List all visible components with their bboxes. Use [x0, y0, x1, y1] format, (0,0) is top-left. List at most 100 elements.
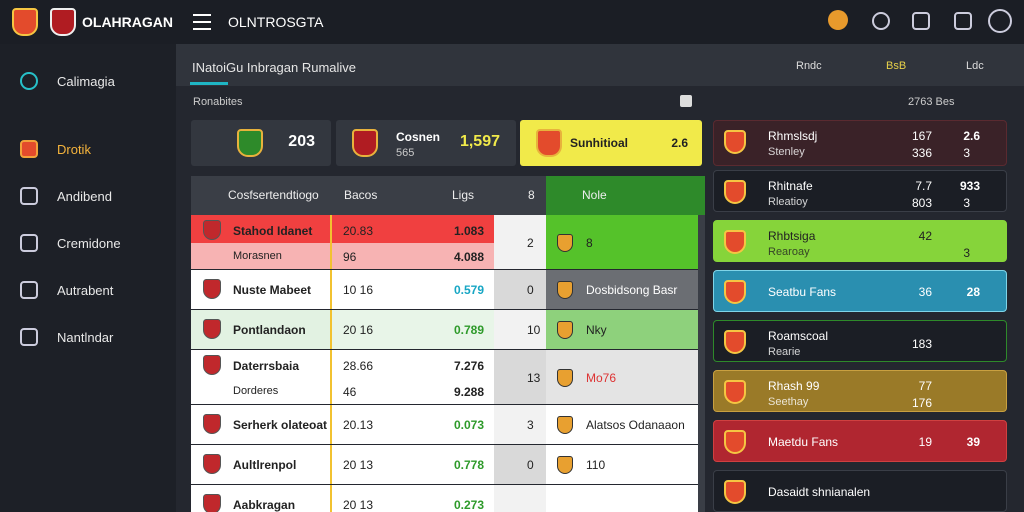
table-row[interactable]: Serherk olateoat 20.13 0.073 3 Alatsos Odana… — [191, 405, 698, 444]
team-logo — [203, 220, 221, 240]
score: 20.83 — [343, 224, 374, 238]
table-row[interactable]: Nuste Mabeet 10 16 0.579 0 Dosbidsong Basr — [191, 270, 698, 309]
nav-item[interactable]: Nantlndar — [57, 330, 114, 345]
table-row[interactable]: Aabkragan 20 13 0.273 — [191, 485, 698, 512]
nav-icon[interactable] — [20, 234, 38, 252]
nav-item[interactable]: Autrabent — [57, 283, 114, 298]
team-sub: Rleatioy — [768, 196, 808, 208]
rank: 2 — [527, 235, 534, 250]
note-icon — [557, 416, 573, 434]
name-cell-sub — [191, 242, 331, 269]
card-sub: 565 — [396, 147, 415, 159]
nav-item[interactable]: Calimagia — [57, 74, 115, 89]
team-logo — [724, 480, 746, 504]
add-button[interactable] — [988, 9, 1012, 33]
table-row[interactable]: Stahod Idanet Morasnen 20.83 96 1.083 4.088 2 8 — [191, 215, 698, 269]
value-sub: 4.088 — [453, 249, 484, 264]
value-sub: 9.288 — [453, 384, 484, 399]
stat: 42 — [918, 229, 932, 243]
brand: OLAHRAGAN — [82, 14, 173, 30]
summary-card[interactable]: Sunhitioal 2.6 — [520, 120, 702, 166]
stat: 7.7 — [915, 179, 932, 193]
header-title: INatoiGu Inbragan Rumalive — [192, 60, 357, 75]
score-cell — [331, 445, 494, 484]
cart-icon[interactable] — [912, 12, 930, 30]
column-header[interactable]: Ligs — [452, 188, 475, 202]
column-header[interactable]: Cosfsertendtiogo — [228, 188, 319, 202]
nav-item[interactable]: Cremidone — [57, 236, 121, 251]
nav-icon[interactable] — [20, 328, 38, 346]
value: 0.073 — [453, 418, 484, 432]
team-card[interactable]: Rhitnafe Rleatioy 7.7 803 933 3 — [713, 170, 1007, 212]
column-header: Nole — [582, 188, 607, 202]
stat-sub: 3 — [963, 196, 970, 210]
nav-icon[interactable] — [20, 140, 38, 158]
header-link[interactable]: Rndc — [796, 60, 822, 72]
nav-icon[interactable] — [20, 72, 38, 90]
save-icon[interactable] — [680, 95, 692, 107]
team-name: Pontlandaon — [233, 323, 306, 337]
value: 7.276 — [453, 359, 484, 373]
summary-card[interactable]: Cosnen 565 1,597 — [336, 120, 516, 166]
settings-icon[interactable] — [872, 12, 890, 30]
nav-item[interactable]: Andibend — [57, 189, 112, 204]
team-card[interactable]: Seatbu Fans 36 28 — [713, 270, 1007, 312]
card-logo — [536, 129, 562, 157]
team-card[interactable]: Rhash 99 Seethay 77 176 — [713, 370, 1007, 412]
avatar[interactable] — [828, 10, 848, 30]
divider — [330, 405, 332, 444]
team-card[interactable]: Maetdu Fans 19 39 — [713, 420, 1007, 462]
table-row[interactable]: Pontlandaon 20 16 0.789 10 Nky — [191, 310, 698, 349]
team-logo — [724, 330, 746, 354]
team-card[interactable]: Roamscoal Rearie 183 — [713, 320, 1007, 362]
team-name: Nuste Mabeet — [233, 283, 312, 297]
score-cell — [331, 350, 494, 404]
team-name: Dasaidt shnianalen — [768, 485, 871, 499]
stat: 28 — [966, 285, 980, 299]
menu-button[interactable] — [193, 14, 211, 30]
column-header[interactable]: Bacos — [344, 188, 378, 202]
note-icon — [557, 456, 573, 474]
header-link[interactable]: BsB — [886, 60, 907, 72]
team-card[interactable]: Dasaidt shnianalen — [713, 470, 1007, 512]
tab-indicator — [190, 82, 228, 85]
table-row[interactable]: Daterrsbaia Dorderes 28.66 46 7.276 9.288 13 Mo… — [191, 350, 698, 404]
nav-item[interactable]: Drotik — [57, 142, 91, 157]
name-cell-sub — [191, 377, 331, 404]
note-icon — [557, 233, 573, 252]
team-sub: Rearoay — [768, 246, 810, 258]
team-name: Daterrsbaia — [233, 359, 300, 373]
note: Nky — [586, 323, 607, 337]
stat: 167 — [911, 129, 932, 143]
team-name: Serherk olateoat — [233, 418, 328, 432]
stat-sub: 183 — [911, 337, 932, 351]
score: 20.13 — [343, 418, 374, 432]
score: 10 16 — [343, 283, 374, 297]
note: 110 — [586, 458, 606, 472]
stat: 19 — [918, 435, 932, 449]
nav-icon[interactable] — [20, 187, 38, 205]
rank: 10 — [527, 323, 541, 337]
rank-cell — [494, 215, 546, 269]
divider — [330, 270, 332, 309]
team-card[interactable]: Rhbtsiga Rearoay 42 3 — [713, 220, 1007, 262]
team-card[interactable]: Rhmslsdj Stenley 167 336 2.6 3 — [713, 120, 1007, 166]
team-logo — [724, 230, 746, 254]
table-row[interactable]: Aultlrenpol 20 13 0.778 0 110 — [191, 445, 698, 484]
score: 20 16 — [343, 323, 374, 337]
header-link[interactable]: Ldc — [966, 60, 984, 72]
stat: 36 — [918, 285, 932, 299]
team-name: Rhash 99 — [768, 379, 820, 393]
notification-icon[interactable] — [954, 12, 972, 30]
divider — [330, 485, 332, 512]
card-title: Cosnen — [396, 130, 441, 144]
score-cell — [331, 270, 494, 309]
team-sub: Morasnen — [233, 249, 282, 262]
rank-cell — [494, 405, 546, 444]
nav-icon[interactable] — [20, 281, 38, 299]
scrollbar[interactable] — [698, 215, 705, 512]
value: 0.778 — [453, 458, 484, 472]
header-strip: INatoiGu Inbragan Rumalive Rndc BsB Ldc — [176, 44, 1024, 86]
summary-card[interactable]: 203 — [191, 120, 331, 166]
score-cell — [331, 405, 494, 444]
